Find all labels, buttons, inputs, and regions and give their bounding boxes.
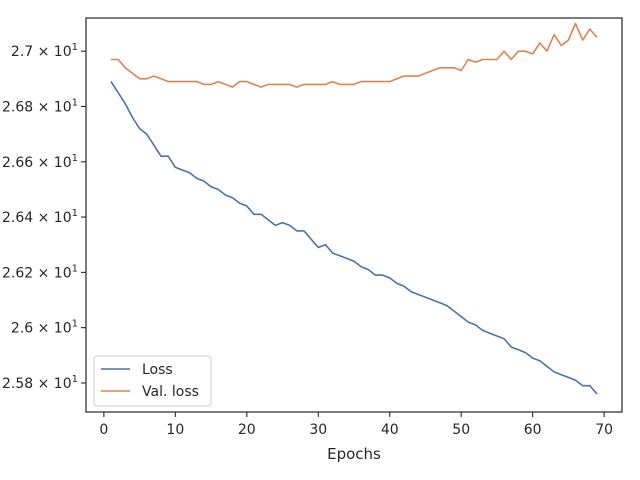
y-axis: 2.58 × 101 2.6 × 101 2.62 × 101 2.64 × 101 2… <box>2 42 86 392</box>
x-tick-label: 50 <box>452 422 470 438</box>
y-tick-label: 2.6 × 101 <box>11 319 78 337</box>
x-tick-label: 10 <box>166 422 184 438</box>
series-layer <box>110 22 598 395</box>
x-axis: 0 10 20 30 40 50 60 70 <box>99 412 613 438</box>
x-tick-label: 0 <box>99 422 108 438</box>
y-tick-label: 2.58 × 101 <box>2 374 78 392</box>
y-tick-label: 2.68 × 101 <box>2 97 78 115</box>
series-line-val-loss <box>111 22 598 88</box>
x-tick-label: 70 <box>595 422 613 438</box>
series-line-loss <box>110 81 598 395</box>
y-tick-label: 2.62 × 101 <box>2 263 78 281</box>
y-tick-label: 2.7 × 101 <box>11 42 78 60</box>
plot-area <box>86 18 622 412</box>
x-tick-label: 60 <box>524 422 542 438</box>
y-tick-label: 2.64 × 101 <box>2 208 78 226</box>
y-tick-label: 2.66 × 101 <box>2 153 78 171</box>
x-tick-label: 40 <box>381 422 399 438</box>
x-tick-label: 30 <box>309 422 327 438</box>
legend-label: Val. loss <box>142 384 199 400</box>
legend: Loss Val. loss <box>93 355 212 407</box>
x-tick-label: 20 <box>238 422 256 438</box>
legend-label: Loss <box>142 362 173 378</box>
plot-frame <box>85 17 623 413</box>
x-axis-label: Epochs <box>327 445 381 463</box>
